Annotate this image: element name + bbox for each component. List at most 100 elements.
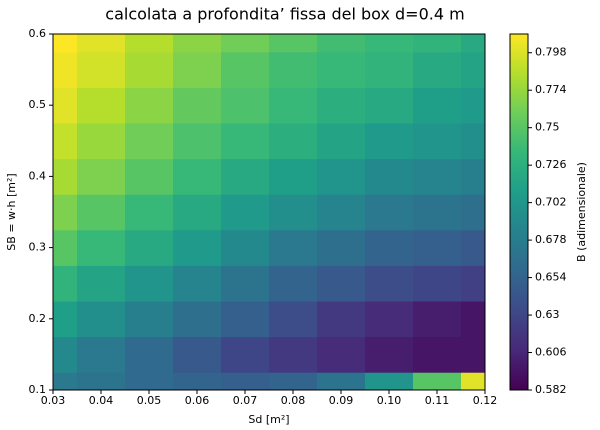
contour-cell bbox=[413, 336, 462, 373]
contour-cell bbox=[173, 158, 222, 195]
contour-cell bbox=[221, 158, 270, 195]
contour-cell bbox=[317, 51, 366, 88]
contour-cell bbox=[173, 229, 222, 266]
contour-cell bbox=[77, 51, 126, 88]
contour-cell bbox=[269, 336, 318, 373]
contour-cell bbox=[317, 158, 366, 195]
contour-cell bbox=[53, 194, 78, 231]
contour-cell bbox=[125, 158, 174, 195]
x-tick-label: 0.09 bbox=[329, 394, 354, 407]
colorbar-tick-label: 0.75 bbox=[535, 121, 560, 134]
contour-cell bbox=[413, 194, 462, 231]
contour-cell bbox=[365, 194, 414, 231]
colorbar-tick-label: 0.702 bbox=[535, 196, 567, 209]
contour-cell bbox=[365, 265, 414, 302]
x-tick-label: 0.04 bbox=[89, 394, 114, 407]
contour-cell bbox=[77, 34, 126, 53]
contour-cell bbox=[77, 123, 126, 160]
contour-cell bbox=[173, 123, 222, 160]
contour-cell bbox=[413, 229, 462, 266]
contour-cell bbox=[53, 34, 78, 53]
contour-cell bbox=[221, 87, 270, 124]
contour-cell bbox=[53, 158, 78, 195]
contour-cell bbox=[269, 372, 318, 390]
contour-cell bbox=[221, 229, 270, 266]
x-tick-label: 0.11 bbox=[425, 394, 450, 407]
contour-cell bbox=[53, 372, 78, 390]
contour-cell bbox=[461, 34, 485, 53]
contour-cell bbox=[365, 51, 414, 88]
contour-cell bbox=[461, 265, 485, 302]
contour-cell bbox=[125, 123, 174, 160]
contour-cell bbox=[173, 265, 222, 302]
contour-cell bbox=[269, 158, 318, 195]
colorbar-tick-label: 0.606 bbox=[535, 346, 567, 359]
y-tick-label: 0.2 bbox=[29, 312, 47, 325]
contour-cell bbox=[53, 123, 78, 160]
x-tick-label: 0.08 bbox=[281, 394, 306, 407]
contour-cell bbox=[77, 372, 126, 390]
x-tick-label: 0.10 bbox=[377, 394, 402, 407]
contour-cell bbox=[77, 301, 126, 338]
contour-cell bbox=[413, 158, 462, 195]
contour-cell bbox=[269, 301, 318, 338]
colorbar-tick-label: 0.726 bbox=[535, 158, 567, 171]
contour-cell bbox=[413, 301, 462, 338]
colorbar-tick-label: 0.63 bbox=[535, 308, 560, 321]
contour-cell bbox=[53, 229, 78, 266]
contour-cell bbox=[221, 336, 270, 373]
contour-cell bbox=[317, 123, 366, 160]
contour-cell bbox=[173, 372, 222, 390]
contour-cell bbox=[221, 34, 270, 53]
contour-cell bbox=[125, 34, 174, 53]
contour-cell bbox=[461, 229, 485, 266]
contour-cell bbox=[173, 336, 222, 373]
x-tick-label: 0.03 bbox=[41, 394, 66, 407]
contour-cell bbox=[365, 301, 414, 338]
x-axis-label: Sd [m²] bbox=[248, 413, 289, 426]
contour-cell bbox=[317, 265, 366, 302]
x-tick-label: 0.12 bbox=[473, 394, 498, 407]
colorbar-tick-label: 0.654 bbox=[535, 271, 567, 284]
contour-cell bbox=[125, 87, 174, 124]
contour-cell bbox=[365, 34, 414, 53]
contour-cell bbox=[413, 87, 462, 124]
contour-cell bbox=[413, 372, 462, 390]
contour-cell bbox=[173, 34, 222, 53]
contour-cell bbox=[53, 265, 78, 302]
contour-cell bbox=[269, 194, 318, 231]
contour-cell bbox=[461, 372, 485, 390]
contour-cell bbox=[173, 51, 222, 88]
contour-cell bbox=[77, 194, 126, 231]
chart-title: calcolata a profondita’ fissa del box d=… bbox=[105, 5, 464, 24]
contour-cell bbox=[365, 229, 414, 266]
contour-cell bbox=[461, 87, 485, 124]
contour-cell bbox=[269, 51, 318, 88]
contour-cell bbox=[77, 229, 126, 266]
contour-cell bbox=[221, 372, 270, 390]
contour-cell bbox=[365, 372, 414, 390]
contour-cell bbox=[269, 265, 318, 302]
y-tick-label: 0.4 bbox=[29, 169, 47, 182]
contour-cell bbox=[365, 158, 414, 195]
contour-cell bbox=[173, 301, 222, 338]
contour-cell bbox=[77, 158, 126, 195]
colorbar-label: B (adimensionale) bbox=[575, 162, 588, 262]
contour-cell bbox=[53, 87, 78, 124]
contour-cell bbox=[77, 87, 126, 124]
contour-cell bbox=[221, 265, 270, 302]
contour-cell bbox=[77, 336, 126, 373]
contour-cell bbox=[125, 229, 174, 266]
contour-cell bbox=[413, 265, 462, 302]
contour-cell bbox=[125, 372, 174, 390]
plot-frame bbox=[52, 33, 486, 391]
contour-cell bbox=[317, 194, 366, 231]
y-tick-label: 0.6 bbox=[29, 27, 47, 40]
contour-cell bbox=[173, 194, 222, 231]
contour-cell bbox=[269, 34, 318, 53]
y-tick-label: 0.1 bbox=[29, 383, 47, 396]
y-tick-label: 0.5 bbox=[29, 98, 47, 111]
contour-cell bbox=[77, 265, 126, 302]
contour-cell bbox=[413, 51, 462, 88]
